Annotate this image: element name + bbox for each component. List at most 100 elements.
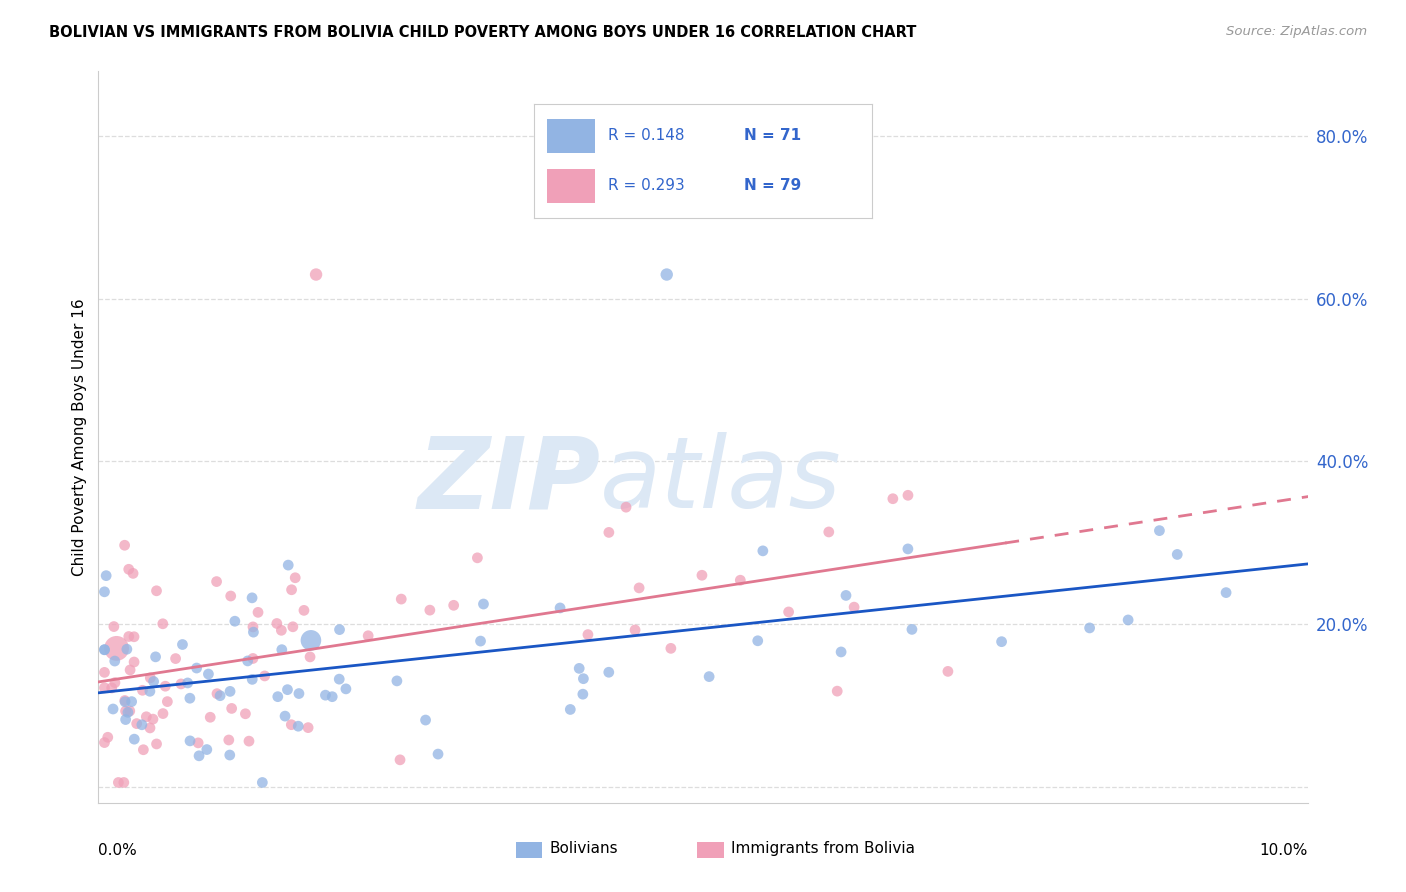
Point bbox=[281, 620, 304, 634]
Point bbox=[114, 704, 136, 718]
Text: BOLIVIAN VS IMMIGRANTS FROM BOLIVIA CHILD POVERTY AMONG BOYS UNDER 16 CORRELATIO: BOLIVIAN VS IMMIGRANTS FROM BOLIVIA CHIL… bbox=[49, 25, 917, 40]
Point bbox=[197, 667, 219, 681]
Point bbox=[145, 583, 167, 598]
Point bbox=[218, 747, 240, 762]
Point bbox=[104, 675, 127, 690]
Point bbox=[266, 616, 288, 631]
Point bbox=[385, 673, 408, 688]
Point bbox=[170, 677, 193, 691]
Point bbox=[165, 651, 187, 665]
Point bbox=[747, 633, 769, 648]
Point bbox=[842, 600, 865, 615]
Point bbox=[122, 630, 145, 644]
Point bbox=[240, 673, 263, 687]
Text: Source: ZipAtlas.com: Source: ZipAtlas.com bbox=[1226, 25, 1367, 38]
Point bbox=[470, 634, 492, 648]
Point bbox=[882, 491, 904, 506]
Text: Bolivians: Bolivians bbox=[550, 841, 619, 856]
Point bbox=[1078, 621, 1101, 635]
Point bbox=[277, 558, 299, 573]
Point bbox=[112, 775, 135, 789]
Point bbox=[690, 568, 713, 582]
Point bbox=[305, 268, 328, 282]
Point bbox=[93, 642, 115, 657]
Point bbox=[152, 616, 174, 631]
Point bbox=[103, 619, 125, 633]
Point bbox=[186, 661, 208, 675]
Point bbox=[135, 710, 157, 724]
Point bbox=[253, 669, 276, 683]
Point bbox=[817, 524, 839, 539]
Point bbox=[598, 665, 620, 680]
Point bbox=[187, 736, 209, 750]
Point bbox=[655, 268, 678, 282]
Point bbox=[107, 775, 129, 789]
Point bbox=[236, 654, 259, 668]
Point bbox=[572, 687, 595, 701]
Point bbox=[270, 642, 292, 657]
Bar bbox=[516, 841, 543, 858]
Point bbox=[205, 574, 228, 589]
Point bbox=[274, 709, 297, 723]
Y-axis label: Child Poverty Among Boys Under 16: Child Poverty Among Boys Under 16 bbox=[72, 298, 87, 576]
Point bbox=[93, 584, 115, 599]
Point bbox=[1116, 613, 1139, 627]
Point bbox=[548, 601, 571, 615]
Point bbox=[235, 706, 257, 721]
Point bbox=[270, 624, 292, 638]
Point bbox=[200, 710, 222, 724]
Point bbox=[288, 687, 311, 701]
Point bbox=[299, 633, 322, 648]
Point bbox=[299, 649, 322, 664]
Point bbox=[427, 747, 450, 761]
Point bbox=[132, 743, 155, 757]
Point bbox=[328, 623, 350, 637]
Point bbox=[96, 568, 118, 582]
Point bbox=[830, 645, 852, 659]
Point bbox=[115, 642, 138, 657]
Point bbox=[105, 641, 128, 656]
Point bbox=[176, 676, 198, 690]
Point bbox=[328, 672, 350, 686]
Point bbox=[142, 674, 165, 689]
Point bbox=[628, 581, 651, 595]
Point bbox=[219, 684, 242, 698]
Point bbox=[990, 634, 1012, 648]
Point bbox=[122, 566, 145, 581]
Point bbox=[576, 627, 599, 641]
Point bbox=[292, 603, 315, 617]
Point bbox=[152, 706, 174, 721]
Point bbox=[114, 693, 136, 707]
Text: atlas: atlas bbox=[600, 433, 842, 530]
Point bbox=[287, 719, 309, 733]
Point bbox=[659, 641, 682, 656]
Point bbox=[139, 671, 162, 685]
Text: 0.0%: 0.0% bbox=[98, 843, 138, 858]
Point bbox=[598, 525, 620, 540]
Point bbox=[284, 571, 307, 585]
Point bbox=[1215, 585, 1237, 599]
Point bbox=[93, 665, 115, 680]
Point bbox=[242, 620, 264, 634]
Point bbox=[179, 691, 201, 706]
Point bbox=[114, 695, 136, 709]
Point bbox=[224, 614, 246, 628]
Point bbox=[901, 623, 924, 637]
Point bbox=[179, 734, 201, 748]
Point bbox=[124, 732, 146, 747]
Point bbox=[117, 706, 139, 720]
Point bbox=[114, 538, 136, 552]
Point bbox=[221, 701, 243, 715]
Point bbox=[614, 500, 637, 515]
Point bbox=[314, 688, 336, 702]
Point bbox=[389, 592, 412, 607]
Point bbox=[93, 681, 115, 695]
Point bbox=[219, 589, 242, 603]
Point bbox=[242, 651, 264, 665]
Point bbox=[100, 681, 122, 695]
Point bbox=[572, 672, 595, 686]
Point bbox=[118, 630, 141, 644]
Point bbox=[131, 683, 153, 698]
Point bbox=[218, 733, 240, 747]
Point bbox=[122, 655, 145, 669]
